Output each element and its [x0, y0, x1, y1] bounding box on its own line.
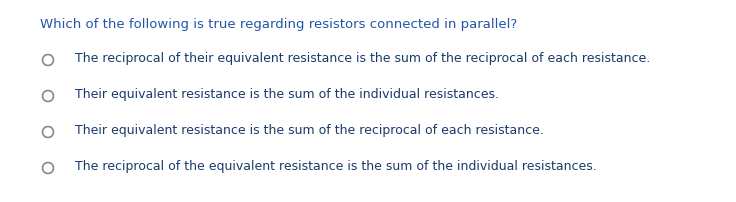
- Text: Their equivalent resistance is the sum of the reciprocal of each resistance.: Their equivalent resistance is the sum o…: [75, 123, 544, 136]
- Text: The reciprocal of their equivalent resistance is the sum of the reciprocal of ea: The reciprocal of their equivalent resis…: [75, 52, 650, 65]
- Text: Their equivalent resistance is the sum of the individual resistances.: Their equivalent resistance is the sum o…: [75, 87, 499, 101]
- Text: The reciprocal of the equivalent resistance is the sum of the individual resista: The reciprocal of the equivalent resista…: [75, 159, 597, 172]
- Text: Which of the following is true regarding resistors connected in parallel?: Which of the following is true regarding…: [40, 18, 517, 31]
